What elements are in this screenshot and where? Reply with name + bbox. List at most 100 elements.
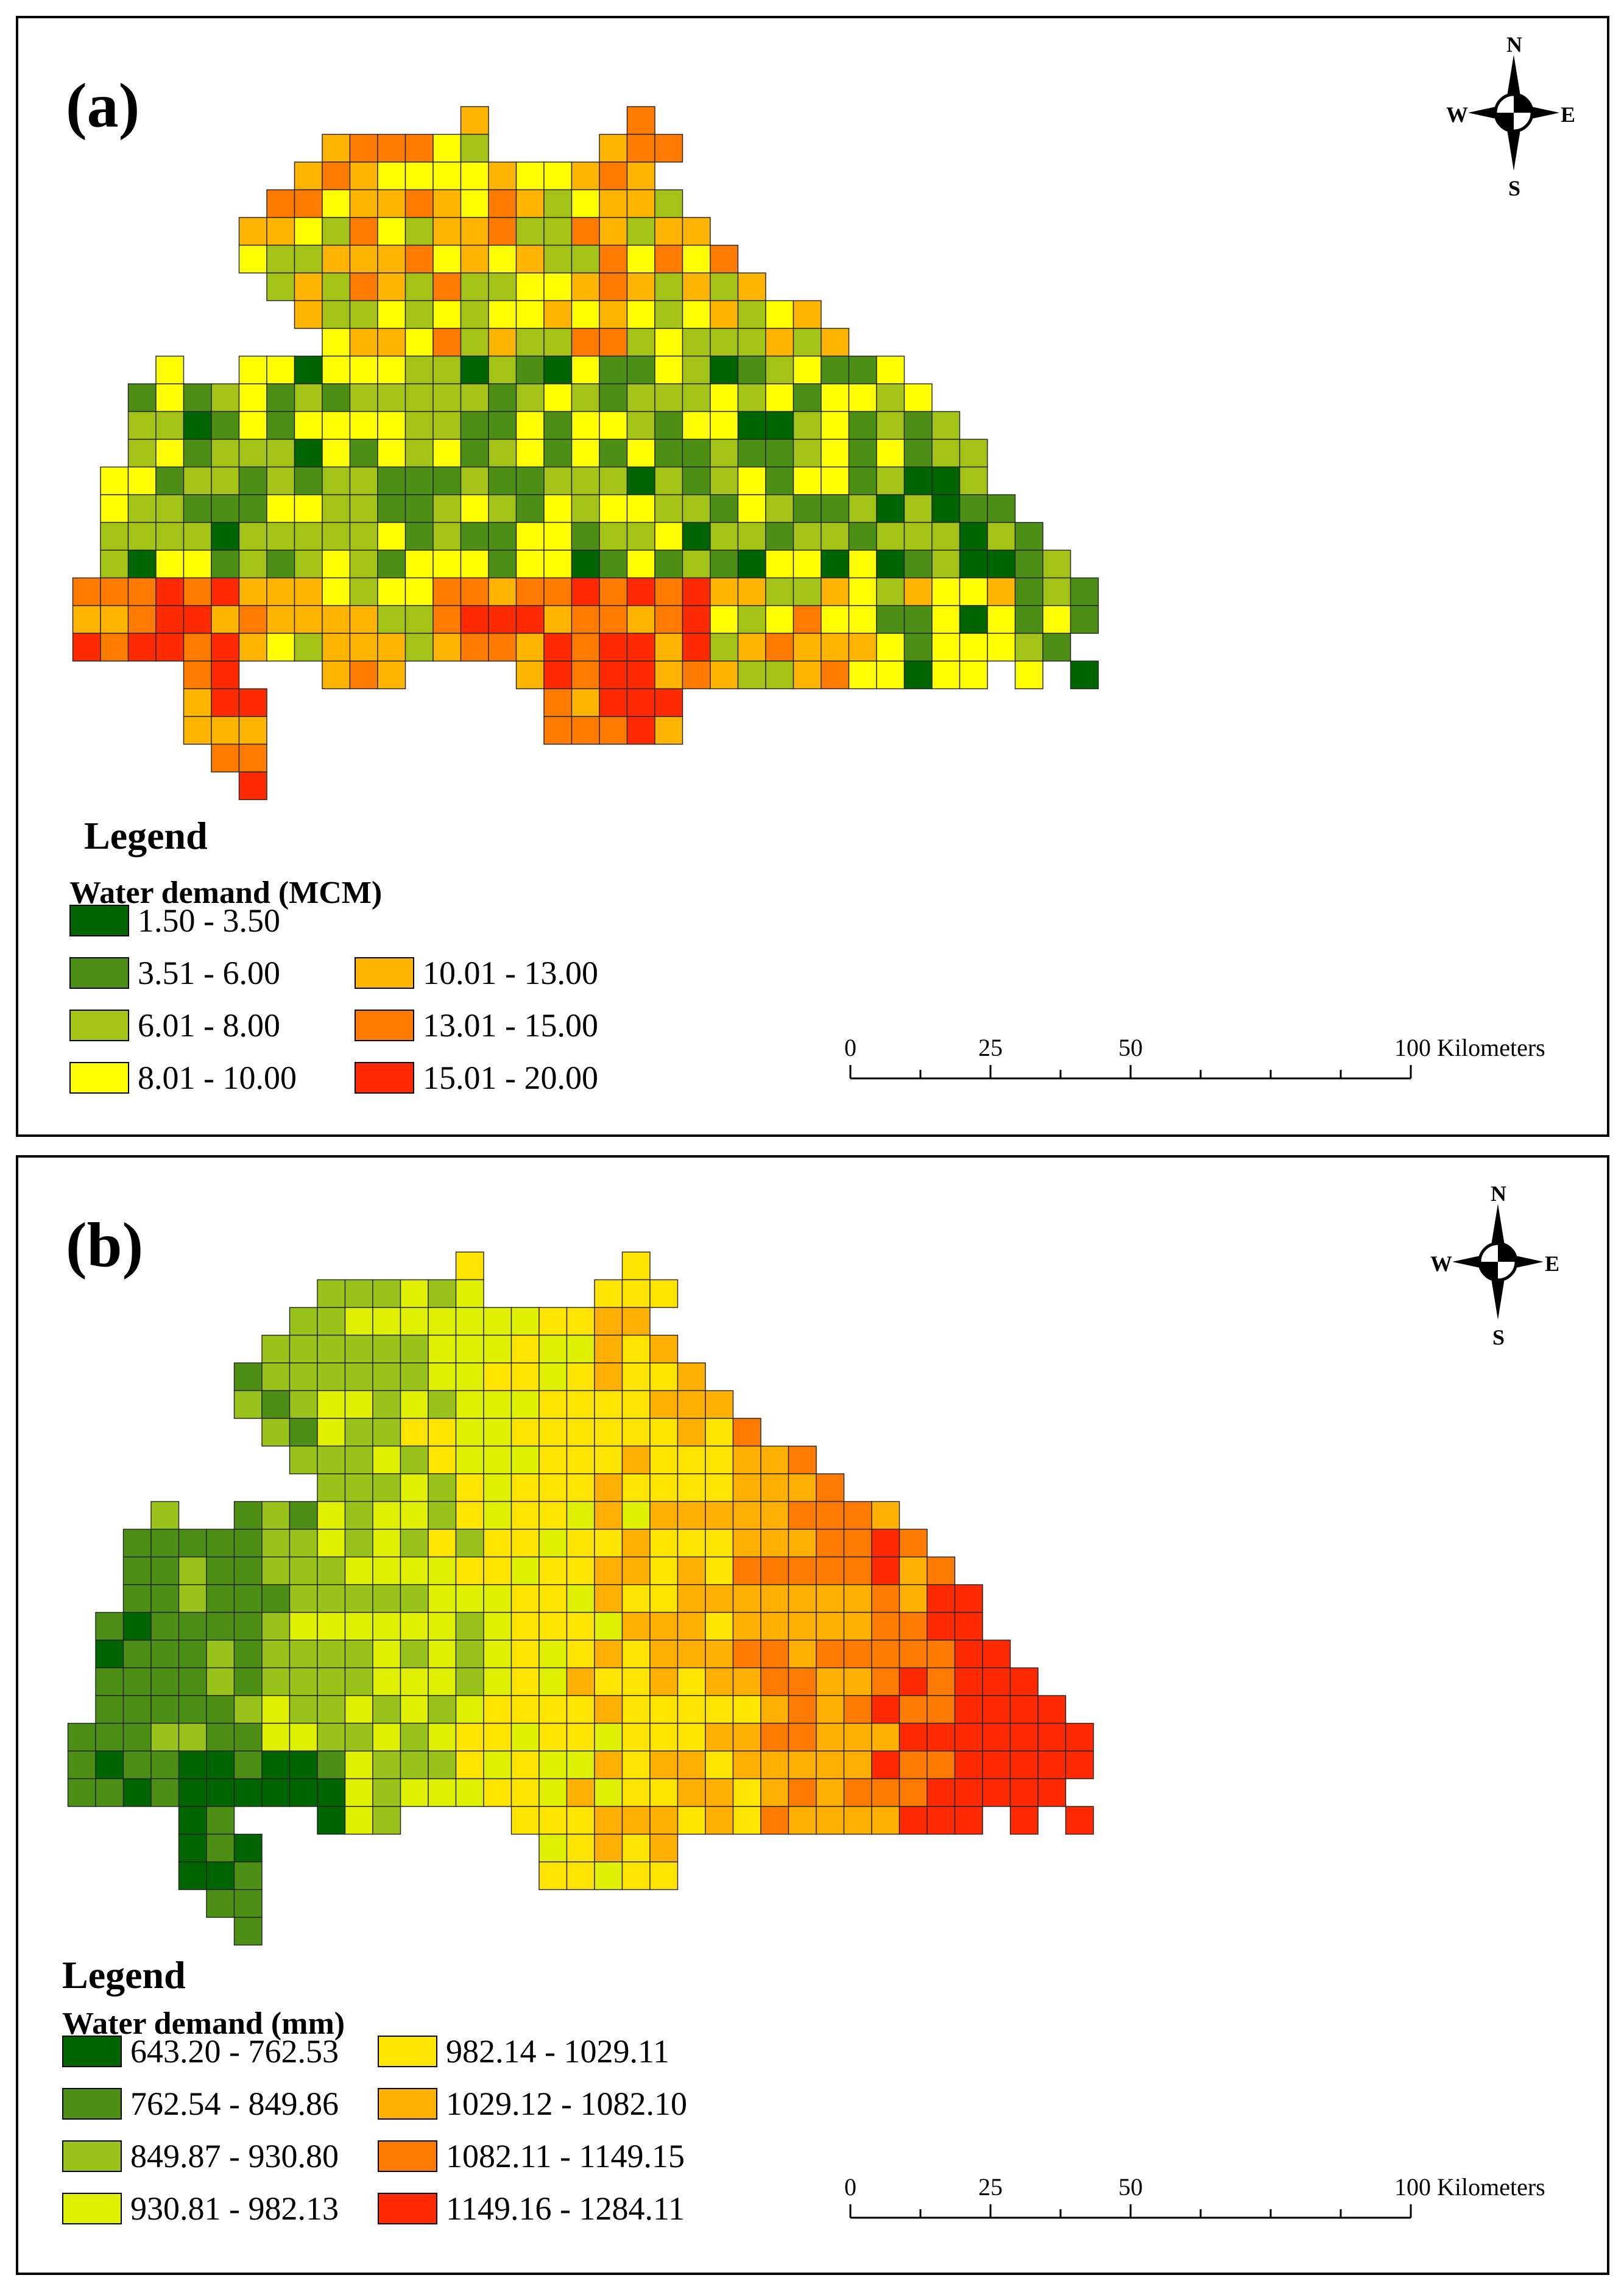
grid-cell [428, 1418, 457, 1447]
grid-cell [677, 1501, 706, 1530]
grid-cell [959, 439, 988, 468]
grid-cell [677, 1778, 706, 1807]
grid-cell [931, 605, 961, 634]
grid-cell [211, 577, 240, 606]
grid-cell [959, 632, 988, 662]
grid-cell [705, 1750, 734, 1780]
grid-cell [821, 411, 850, 440]
grid-cell [238, 743, 267, 773]
grid-cell [538, 1833, 568, 1863]
grid-cell [543, 577, 573, 606]
grid-cell [515, 577, 545, 606]
grid-cell [400, 1362, 429, 1392]
grid-cell [626, 522, 655, 551]
grid-cell [488, 189, 517, 218]
grid-cell [760, 1445, 789, 1474]
grid-cell [404, 411, 434, 440]
grid-cell [843, 1501, 872, 1530]
grid-cell [737, 439, 766, 468]
grid-cell [238, 217, 267, 246]
grid-cell [349, 133, 378, 163]
grid-cell [594, 1722, 623, 1752]
legend-swatch [69, 905, 129, 936]
grid-cell [344, 1529, 373, 1558]
grid-cell [599, 716, 628, 745]
grid-cell [211, 494, 240, 523]
grid-cell [543, 355, 573, 384]
grid-cell [732, 1501, 761, 1530]
grid-cell [566, 1473, 595, 1502]
grid-cell [372, 1501, 401, 1530]
grid-cell [871, 1529, 900, 1558]
grid-cell [594, 1611, 623, 1641]
grid-cell [654, 550, 683, 579]
grid-cell [206, 1889, 235, 1918]
grid-cell [599, 328, 628, 357]
grid-cell [705, 1611, 734, 1641]
grid-cell [238, 244, 267, 274]
grid-cell [626, 189, 655, 218]
grid-cell [460, 632, 489, 662]
grid-cell [903, 605, 933, 634]
grid-cell [1065, 1750, 1094, 1780]
grid-cell [122, 1556, 152, 1585]
grid-cell [183, 439, 212, 468]
scale-label-0: 0 [844, 1034, 856, 1061]
grid-cell [594, 1473, 623, 1502]
grid-cell [404, 161, 434, 191]
grid-cell [150, 1611, 180, 1641]
grid-cell [183, 522, 212, 551]
legend-subtitle: Water demand (mm) [62, 2006, 345, 2041]
grid-cell [377, 161, 406, 191]
grid-cell [876, 605, 905, 634]
grid-cell [515, 411, 545, 440]
grid-cell [344, 1667, 373, 1696]
grid-cell [848, 522, 877, 551]
grid-cell [178, 1529, 207, 1558]
grid-cell [344, 1279, 373, 1308]
grid-cell [705, 1667, 734, 1696]
grid-cell [959, 494, 988, 523]
grid-cell [682, 272, 711, 302]
grid-cell [594, 1778, 623, 1807]
grid-cell [261, 1750, 291, 1780]
grid-cell [317, 1390, 346, 1419]
grid-cell [566, 1529, 595, 1558]
grid-cell [821, 522, 850, 551]
grid-cell [183, 660, 212, 690]
grid-cell [682, 328, 711, 357]
grid-cell [571, 272, 600, 302]
grid-cell [898, 1529, 928, 1558]
grid-cell [594, 1334, 623, 1364]
grid-cell [261, 1334, 291, 1364]
grid-cell [515, 660, 545, 690]
grid-cell [155, 522, 185, 551]
grid-cell [483, 1556, 512, 1585]
grid-cell [816, 1529, 845, 1558]
grid-cell [654, 383, 683, 412]
grid-cell [543, 716, 573, 745]
grid-cell [566, 1584, 595, 1613]
grid-cell [432, 272, 462, 302]
grid-cell [289, 1307, 318, 1336]
grid-cell [765, 632, 794, 662]
grid-cell [515, 161, 545, 191]
grid-cell [626, 466, 655, 495]
grid-cell [594, 1390, 623, 1419]
compass-e: E [1545, 1251, 1560, 1276]
grid-cell [72, 632, 101, 662]
legend-item: 643.20 - 762.53 [62, 2035, 339, 2068]
grid-cell [594, 1307, 623, 1336]
grid-cell [793, 550, 822, 579]
grid-cell [626, 660, 655, 690]
grid-cell [737, 300, 766, 329]
grid-cell [543, 660, 573, 690]
grid-cell [515, 494, 545, 523]
grid-cell [649, 1501, 679, 1530]
grid-cell [372, 1611, 401, 1641]
grid-cell [294, 161, 323, 191]
grid-cell [266, 522, 295, 551]
grid-cell [816, 1750, 845, 1780]
grid-cell [848, 550, 877, 579]
grid-cell [432, 383, 462, 412]
